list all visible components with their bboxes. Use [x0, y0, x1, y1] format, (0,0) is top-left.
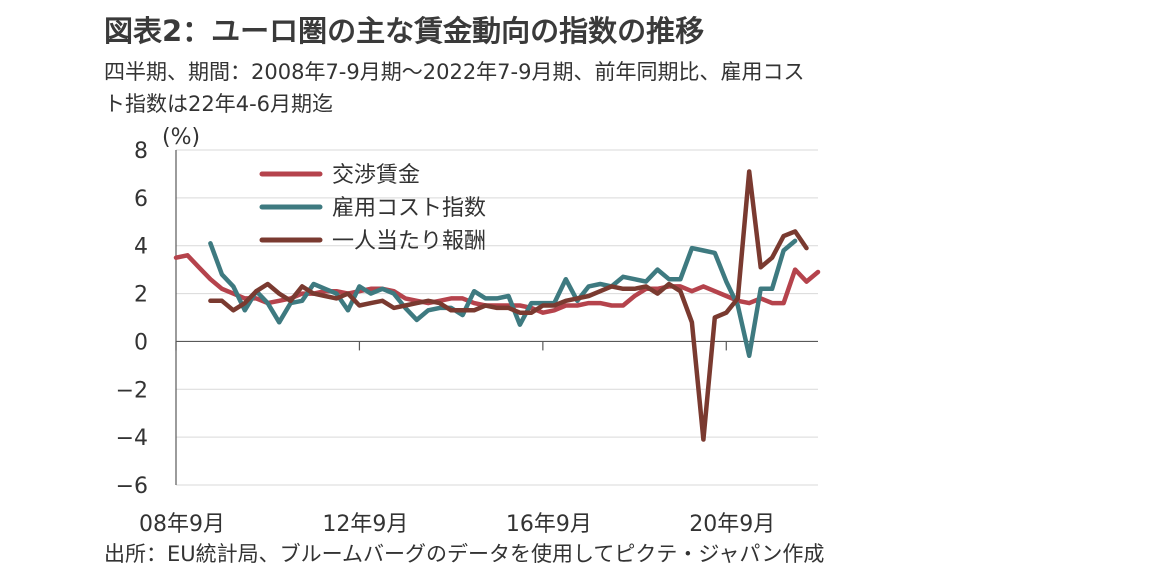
chart-subtitle: 四半期、期間：2008年7-9月期～2022年7-9月期、前年同期比、雇用コスト… [104, 60, 805, 116]
axis-labels: 8 6 4 2 0 −2 −4 −6 (%) 08年9月 12年9月 16年9月 20年9月 [116, 125, 776, 537]
y-tick-label: 8 [134, 139, 148, 164]
y-tick-label: 2 [134, 283, 148, 308]
y-tick-label: 0 [134, 330, 148, 355]
chart-source: 出所：EU統計局、ブルームバーグのデータを使用してピクテ・ジャパン作成 [104, 542, 825, 566]
series-line-0 [173, 253, 821, 315]
legend-label-2: 一人当たり報酬 [332, 229, 486, 254]
x-tick-label: 12年9月 [322, 512, 408, 537]
y-tick-label: −4 [116, 426, 148, 451]
x-tick-label: 20年9月 [689, 512, 775, 537]
x-tick-label: 08年9月 [139, 512, 225, 537]
y-tick-label: −6 [116, 474, 148, 499]
chart-title: 図表2：ユーロ圏の主な賃金動向の指数の推移 [104, 14, 705, 48]
series-line-1 [208, 238, 798, 359]
axes [175, 150, 818, 485]
series-line-2 [208, 169, 809, 442]
x-tick-label: 16年9月 [506, 512, 592, 537]
series-lines [173, 169, 821, 442]
y-tick-label: −2 [116, 378, 148, 403]
y-unit-label: (%) [162, 125, 200, 150]
legend-label-1: 雇用コスト指数 [332, 196, 486, 221]
y-tick-label: 4 [134, 235, 148, 260]
legend-label-0: 交渉賃金 [332, 163, 420, 188]
y-tick-label: 6 [134, 187, 148, 212]
gridlines [176, 149, 818, 486]
